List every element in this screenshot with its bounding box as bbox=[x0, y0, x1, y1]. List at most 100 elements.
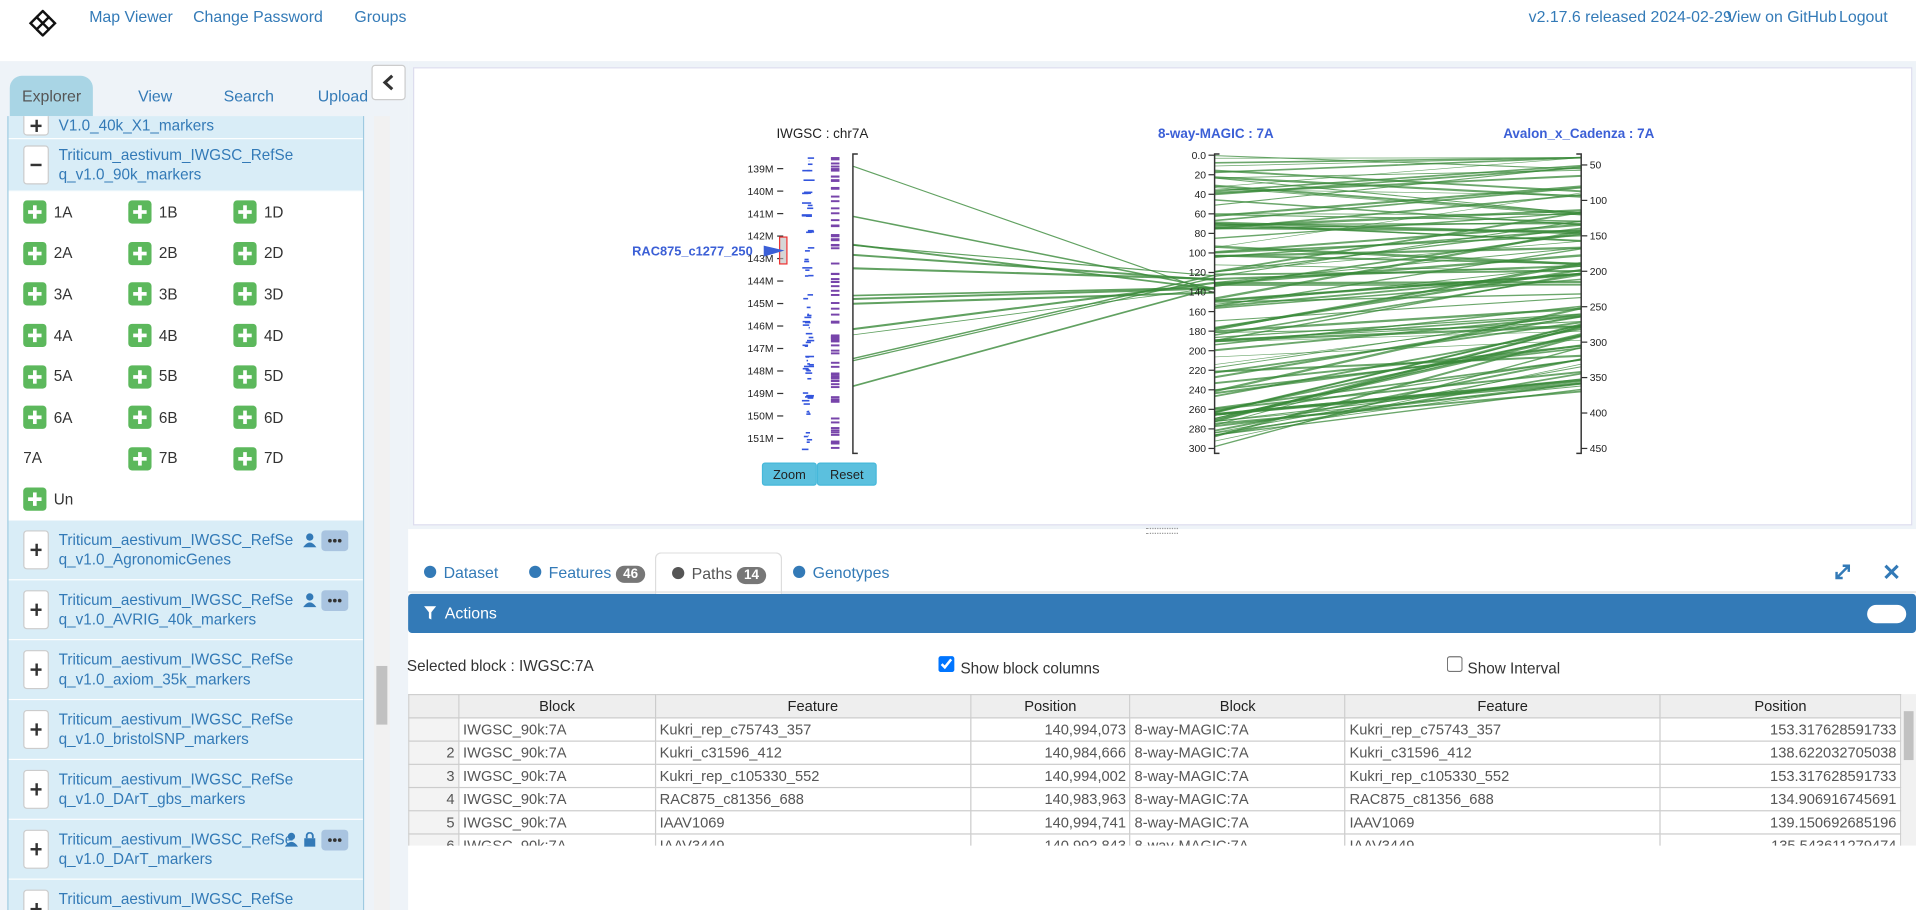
add-button[interactable] bbox=[23, 406, 47, 430]
add-button[interactable] bbox=[233, 241, 257, 266]
add-button[interactable] bbox=[233, 323, 257, 348]
table-row[interactable]: 6 IWGSC_90k:7A IAAV3449 140,992,843 8-way-MA… bbox=[408, 833, 1902, 846]
dataset-name[interactable]: Triticum_aestivum_IWGSC_RefSeq_v1.0_DArT… bbox=[58, 830, 294, 868]
map-button[interactable] bbox=[816, 462, 877, 486]
row-number: 3 bbox=[408, 763, 460, 789]
actions-bar[interactable]: Actions bbox=[408, 593, 1916, 633]
item-icons bbox=[303, 530, 349, 551]
menu-button[interactable] bbox=[321, 589, 349, 611]
dataset-name[interactable]: V1.0_40k_X1_markers bbox=[58, 117, 215, 135]
nav-link[interactable]: Groups bbox=[354, 7, 407, 26]
nav-link[interactable]: Map Viewer bbox=[89, 7, 173, 26]
dataset-name[interactable]: Triticum_aestivum_IWGSC_RefSeq_v1.0_bris… bbox=[58, 710, 294, 748]
panel-tab[interactable]: Features 46 bbox=[513, 552, 660, 592]
collapse-button[interactable] bbox=[371, 64, 406, 101]
add-button[interactable] bbox=[23, 364, 47, 389]
menu-button[interactable] bbox=[321, 530, 349, 551]
dataset-name[interactable]: Triticum_aestivum_IWGSC_RefSeq_v1.0_D bbox=[58, 890, 294, 908]
path-line bbox=[1214, 176, 1582, 198]
toggle-button[interactable] bbox=[23, 116, 49, 136]
add-button[interactable] bbox=[128, 200, 152, 224]
dataset-item: Triticum_aestivum_IWGSC_RefSeq_v1.0_DArT… bbox=[8, 759, 363, 820]
column-header[interactable]: Position bbox=[969, 694, 1131, 719]
chromosome: 4D bbox=[233, 323, 338, 348]
splitter[interactable] bbox=[1146, 527, 1178, 534]
column-header[interactable]: Feature bbox=[1344, 694, 1661, 719]
github-link[interactable]: View on GitHub bbox=[1726, 7, 1837, 26]
sidebar-tab[interactable]: Upload bbox=[317, 86, 369, 106]
checkbox[interactable] bbox=[938, 656, 955, 673]
dataset-name[interactable]: Triticum_aestivum_IWGSC_RefSeq_v1.0_Agro… bbox=[58, 531, 294, 568]
chromosome-label: 1D bbox=[263, 203, 284, 221]
toggle-button[interactable] bbox=[23, 649, 49, 689]
table-row[interactable]: 2 IWGSC_90k:7A Kukri_c31596_412 140,984,666… bbox=[408, 740, 1902, 765]
column-header[interactable]: Block bbox=[458, 694, 656, 719]
table-row[interactable]: 5 IWGSC_90k:7A IAAV1069 140,994,741 8-way-MA… bbox=[408, 810, 1902, 835]
logo[interactable] bbox=[27, 9, 59, 37]
release-link[interactable]: v2.17.6 released 2024-02-29 bbox=[1528, 7, 1732, 26]
table-row[interactable]: IWGSC_90k:7A Kukri_rep_c75743_357 140,994,… bbox=[408, 717, 1902, 742]
toggle-button[interactable] bbox=[23, 589, 49, 629]
menu-button[interactable] bbox=[321, 829, 349, 851]
nav-link[interactable]: Change Password bbox=[193, 7, 323, 26]
add-button[interactable] bbox=[128, 241, 152, 266]
add-button[interactable] bbox=[128, 323, 152, 348]
column-header[interactable]: Position bbox=[1659, 694, 1902, 719]
add-button[interactable] bbox=[128, 447, 152, 471]
panel-tab[interactable]: Genotypes bbox=[777, 552, 904, 592]
add-button[interactable] bbox=[233, 200, 257, 224]
toggle-button[interactable] bbox=[23, 709, 49, 749]
maximize-icon[interactable] bbox=[1835, 564, 1851, 580]
toggle-button[interactable] bbox=[23, 829, 49, 869]
dataset-name[interactable]: Triticum_aestivum_IWGSC_RefSeq_v1.0_90k_… bbox=[58, 146, 294, 184]
dataset-name[interactable]: Triticum_aestivum_IWGSC_RefSeq_v1.0_AVRI… bbox=[58, 591, 294, 628]
table-cell: IWGSC_90k:7A bbox=[458, 833, 656, 846]
add-button[interactable] bbox=[128, 406, 152, 430]
dataset-name[interactable]: Triticum_aestivum_IWGSC_RefSeq_v1.0_DArT… bbox=[58, 770, 294, 808]
axis-tick-label: 180 bbox=[1189, 327, 1207, 338]
column-header[interactable]: Feature bbox=[654, 694, 971, 719]
panel-tab[interactable]: Dataset bbox=[408, 552, 513, 592]
path-line bbox=[852, 267, 1215, 281]
toggle-button[interactable] bbox=[23, 530, 49, 570]
scroll-thumb[interactable] bbox=[376, 665, 388, 725]
column-header[interactable]: Block bbox=[1129, 694, 1346, 719]
toggle-button[interactable] bbox=[23, 889, 49, 910]
add-button[interactable] bbox=[233, 364, 257, 389]
checkbox[interactable] bbox=[1446, 656, 1463, 673]
path-line bbox=[1214, 192, 1582, 248]
chromosome: 7A bbox=[23, 450, 128, 467]
sidebar-tab[interactable]: Search bbox=[223, 86, 274, 106]
add-button[interactable] bbox=[233, 406, 257, 430]
table-row[interactable]: 4 IWGSC_90k:7A RAC875_c81356_688 140,983,96… bbox=[408, 786, 1902, 812]
map-button[interactable] bbox=[761, 462, 817, 486]
add-button[interactable] bbox=[23, 488, 47, 512]
table-cell: IWGSC_90k:7A bbox=[458, 786, 656, 812]
selected-feature[interactable]: RAC875_c1277_250 bbox=[632, 243, 753, 258]
table-cell: 8-way-MAGIC:7A bbox=[1129, 833, 1346, 846]
close-icon[interactable] bbox=[1884, 564, 1899, 580]
logout-link[interactable]: Logout bbox=[1839, 7, 1888, 26]
add-button[interactable] bbox=[233, 447, 257, 471]
chromosome-label: 4D bbox=[263, 326, 284, 345]
dataset-name[interactable]: Triticum_aestivum_IWGSC_RefSeq_v1.0_axio… bbox=[58, 650, 294, 688]
add-button[interactable] bbox=[233, 282, 257, 307]
sidebar-tab[interactable]: Explorer bbox=[9, 75, 94, 117]
table-cell: 135.543611279474 bbox=[1659, 833, 1902, 846]
toggle-button[interactable] bbox=[23, 769, 49, 809]
add-button[interactable] bbox=[23, 200, 47, 224]
add-button[interactable] bbox=[23, 241, 47, 266]
table-scroll-thumb[interactable] bbox=[1903, 711, 1914, 761]
chromosome-label: Un bbox=[53, 491, 74, 509]
table-row[interactable]: 3 IWGSC_90k:7A Kukri_rep_c105330_552 140,99… bbox=[408, 763, 1902, 789]
add-button[interactable] bbox=[128, 282, 152, 307]
add-button[interactable] bbox=[128, 364, 152, 389]
toggle[interactable] bbox=[1867, 604, 1907, 624]
path-line bbox=[1214, 280, 1582, 285]
panel-tab[interactable]: Paths 14 bbox=[654, 552, 783, 594]
toggle-button[interactable] bbox=[23, 145, 49, 185]
sidebar-tab[interactable]: View bbox=[138, 86, 173, 106]
add-button[interactable] bbox=[23, 323, 47, 348]
axis-tick-label: 100 bbox=[1590, 196, 1608, 207]
add-button[interactable] bbox=[23, 282, 47, 307]
